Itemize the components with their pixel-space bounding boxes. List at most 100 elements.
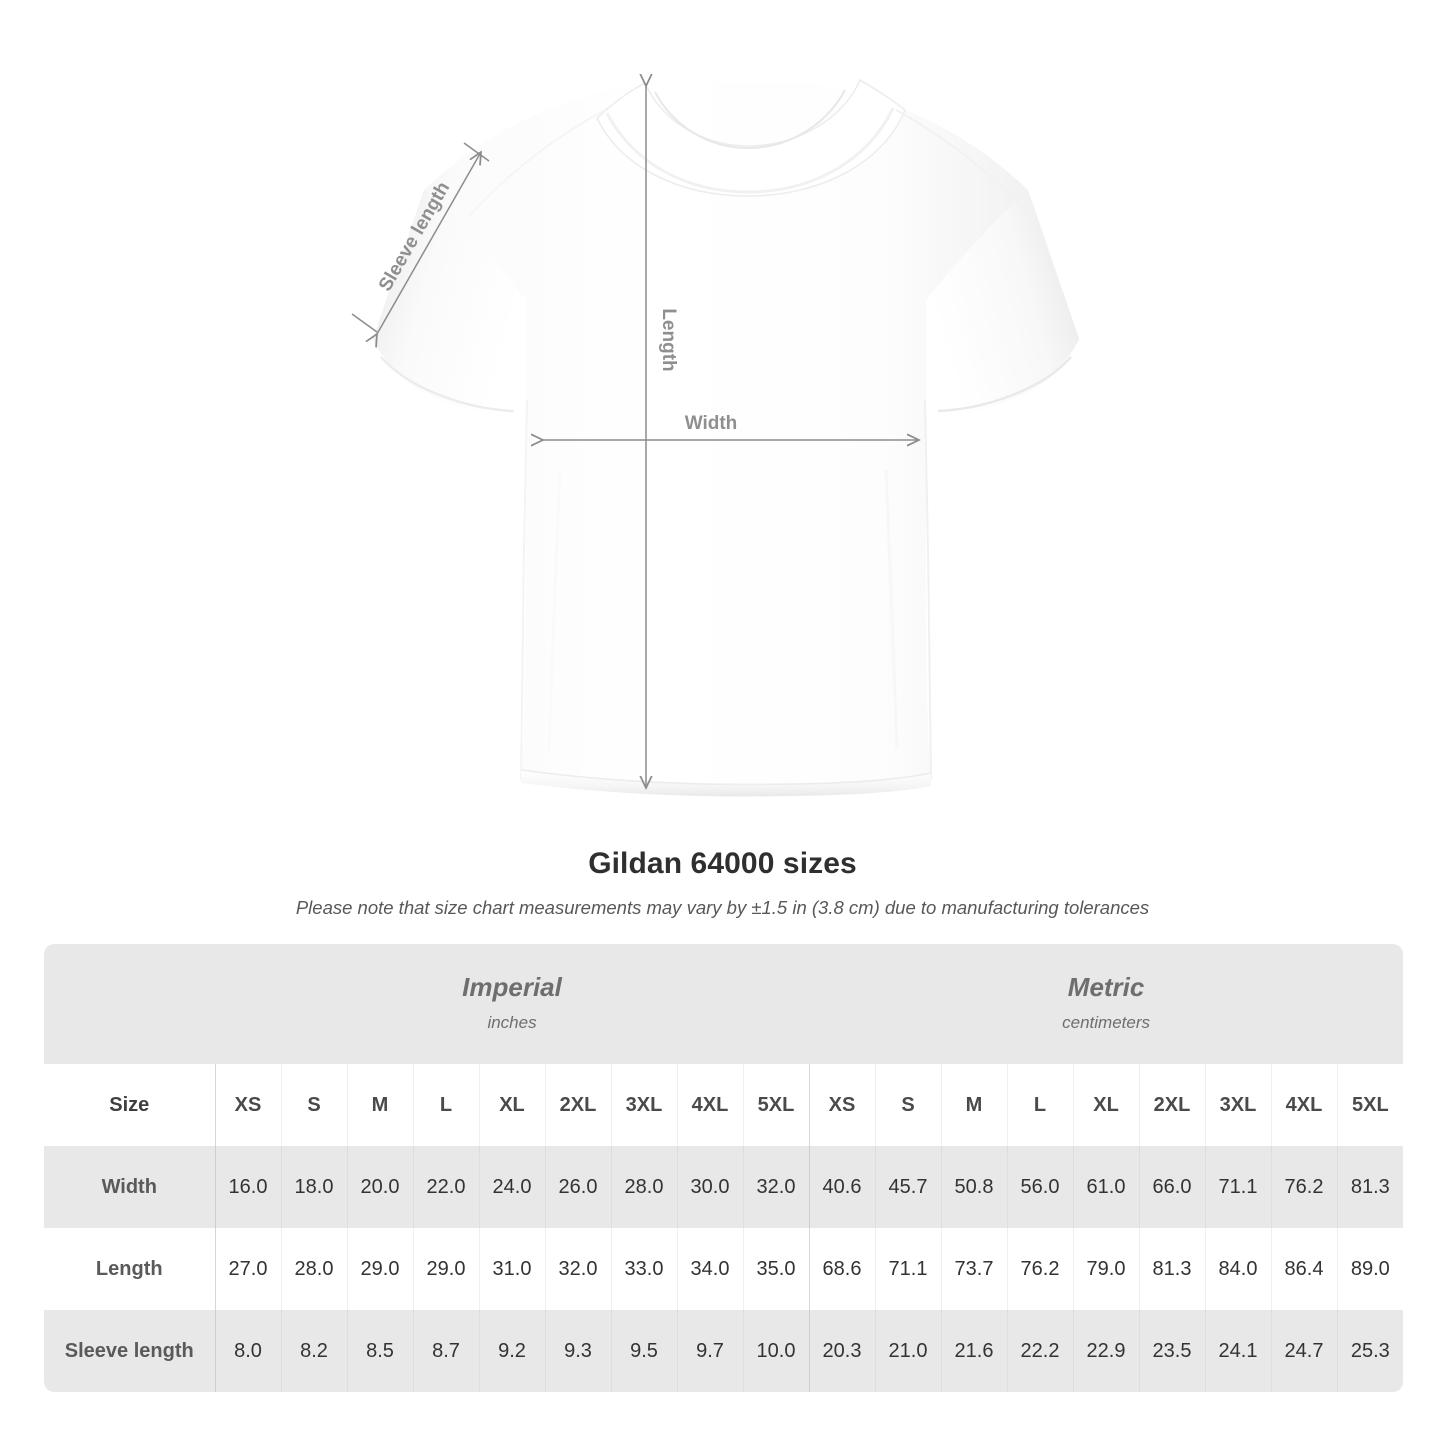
measurement-cell: 45.7: [874, 1146, 942, 1228]
measurement-cell: 25.3: [1336, 1310, 1404, 1392]
measurement-cell: 8.7: [412, 1310, 479, 1392]
tshirt-right-seam: [924, 399, 932, 781]
tshirt-fabric-fold-left: [547, 469, 562, 751]
measurement-cell: 20.0: [346, 1146, 413, 1228]
size-header-cell: S: [874, 1064, 942, 1146]
measurement-cell: 34.0: [676, 1228, 743, 1310]
size-header-cell: L: [1006, 1064, 1074, 1146]
width-annotation: Width: [543, 413, 919, 440]
measurement-cell: 84.0: [1204, 1228, 1272, 1310]
size-header-cell: XL: [478, 1064, 545, 1146]
measurement-cell: 28.0: [610, 1146, 677, 1228]
unit-system-name: Metric: [1067, 972, 1145, 1002]
tshirt-collar-inner: [654, 89, 846, 150]
measurement-cell: 89.0: [1336, 1228, 1404, 1310]
measurement-cell: 79.0: [1072, 1228, 1140, 1310]
row-label: Sleeve length: [44, 1310, 215, 1392]
unit-system-subtitle: centimeters: [1062, 1013, 1151, 1032]
tshirt-measurement-diagram: Sleeve length Length Width: [351, 0, 1079, 797]
measurement-cell: 24.0: [478, 1146, 545, 1228]
size-header-cell: XS: [214, 1064, 281, 1146]
measurement-cell: 50.8: [940, 1146, 1008, 1228]
measurement-cell: 73.7: [940, 1228, 1008, 1310]
measurement-cell: 28.0: [280, 1228, 347, 1310]
page-title: Gildan 64000 sizes: [588, 847, 857, 880]
size-header-row: Size XS S M L XL 2XL 3XL 4XL 5XL XS S M L XL 2XL 3XL 4XL 5…: [44, 1064, 1404, 1146]
size-header-cell: L: [412, 1064, 479, 1146]
measurement-cell: 26.0: [544, 1146, 611, 1228]
measurement-cell: 21.0: [874, 1310, 942, 1392]
measurement-cell: 66.0: [1138, 1146, 1206, 1228]
tshirt-collar-outer: [596, 78, 906, 197]
size-header-cell: M: [346, 1064, 413, 1146]
tshirt-fabric-fold-right: [884, 469, 899, 751]
measurement-cell: 68.6: [808, 1228, 876, 1310]
tshirt-left-sleeve-hem: [380, 356, 515, 413]
size-header-cell: XL: [1072, 1064, 1140, 1146]
measurement-cell: 23.5: [1138, 1310, 1206, 1392]
measurement-cell: 30.0: [676, 1146, 743, 1228]
measurement-cell: 40.6: [808, 1146, 876, 1228]
measurement-cell: 10.0: [742, 1310, 810, 1392]
size-header-cell: 4XL: [676, 1064, 743, 1146]
measurement-cell: 32.0: [742, 1146, 810, 1228]
measurement-row-sleeve-length: Sleeve length 8.0 8.2 8.5 8.7 9.2 9.3 9.5 9.7 10.…: [44, 1310, 1404, 1392]
tshirt-right-sleeve-hem: [937, 356, 1072, 413]
size-header-cell: 5XL: [1336, 1064, 1404, 1146]
measurement-cell: 35.0: [742, 1228, 810, 1310]
size-header-cell: XS: [808, 1064, 876, 1146]
measurement-cell: 32.0: [544, 1228, 611, 1310]
row-label: Length: [44, 1228, 215, 1310]
measurement-cell: 8.0: [214, 1310, 281, 1392]
measurement-cell: 31.0: [478, 1228, 545, 1310]
tshirt-hem-stitch: [520, 769, 932, 786]
unit-system-subtitle: inches: [487, 1013, 537, 1032]
measurement-cell: 22.9: [1072, 1310, 1140, 1392]
tshirt-left-seam: [520, 399, 528, 781]
measurement-cell: 22.0: [412, 1146, 479, 1228]
measurement-cell: 76.2: [1006, 1228, 1074, 1310]
measurement-cell: 33.0: [610, 1228, 677, 1310]
measurement-cell: 20.3: [808, 1310, 876, 1392]
measurement-cell: 18.0: [280, 1146, 347, 1228]
unit-system-header-imperial: Imperial inches: [215, 944, 810, 1064]
size-header-cell: 3XL: [610, 1064, 677, 1146]
unit-header-spacer: [44, 944, 215, 1064]
chart-heading-block: Gildan 64000 sizes Please note that size…: [0, 845, 1445, 921]
measurement-cell: 86.4: [1270, 1228, 1338, 1310]
unit-system-name: Imperial: [462, 972, 562, 1002]
measurement-cell: 8.5: [346, 1310, 413, 1392]
measurement-cell: 16.0: [214, 1146, 281, 1228]
unit-system-header-row: Imperial inches Metric centimeters: [44, 944, 1404, 1064]
size-header-cell: 2XL: [544, 1064, 611, 1146]
measurement-cell: 81.3: [1138, 1228, 1206, 1310]
sleeve-length-arrow: [377, 152, 481, 334]
measurement-cell: 9.5: [610, 1310, 677, 1392]
size-header-cell: 4XL: [1270, 1064, 1338, 1146]
measurement-cell: 81.3: [1336, 1146, 1404, 1228]
measurement-cell: 9.3: [544, 1310, 611, 1392]
length-label: Length: [658, 308, 679, 371]
measurement-cell: 27.0: [214, 1228, 281, 1310]
tshirt-bottom-hem: [521, 770, 931, 797]
measurement-cell: 76.2: [1270, 1146, 1338, 1228]
size-header-cell: 5XL: [742, 1064, 810, 1146]
measurement-cell: 71.1: [1204, 1146, 1272, 1228]
tshirt-right-sleeve: [926, 190, 1079, 416]
tshirt-neck-shadow: [605, 107, 895, 194]
measurement-cell: 61.0: [1072, 1146, 1140, 1228]
measurement-cell: 71.1: [874, 1228, 942, 1310]
size-header-cell: M: [940, 1064, 1008, 1146]
unit-system-header-metric: Metric centimeters: [809, 944, 1404, 1064]
measurement-cell: 24.7: [1270, 1310, 1338, 1392]
row-label: Size: [44, 1064, 215, 1146]
measurement-cell: 29.0: [346, 1228, 413, 1310]
width-label: Width: [685, 413, 738, 434]
measurement-row-length: Length 27.0 28.0 29.0 29.0 31.0 32.0 33.0 34.0 35…: [44, 1228, 1404, 1310]
measurement-cell: 29.0: [412, 1228, 479, 1310]
measurement-row-width: Width 16.0 18.0 20.0 22.0 24.0 26.0 28.0 30.0 32.…: [44, 1146, 1404, 1228]
sleeve-tick-bottom: [351, 313, 378, 333]
measurement-cell: 56.0: [1006, 1146, 1074, 1228]
tolerance-note: Please note that size chart measurements…: [295, 897, 1150, 918]
